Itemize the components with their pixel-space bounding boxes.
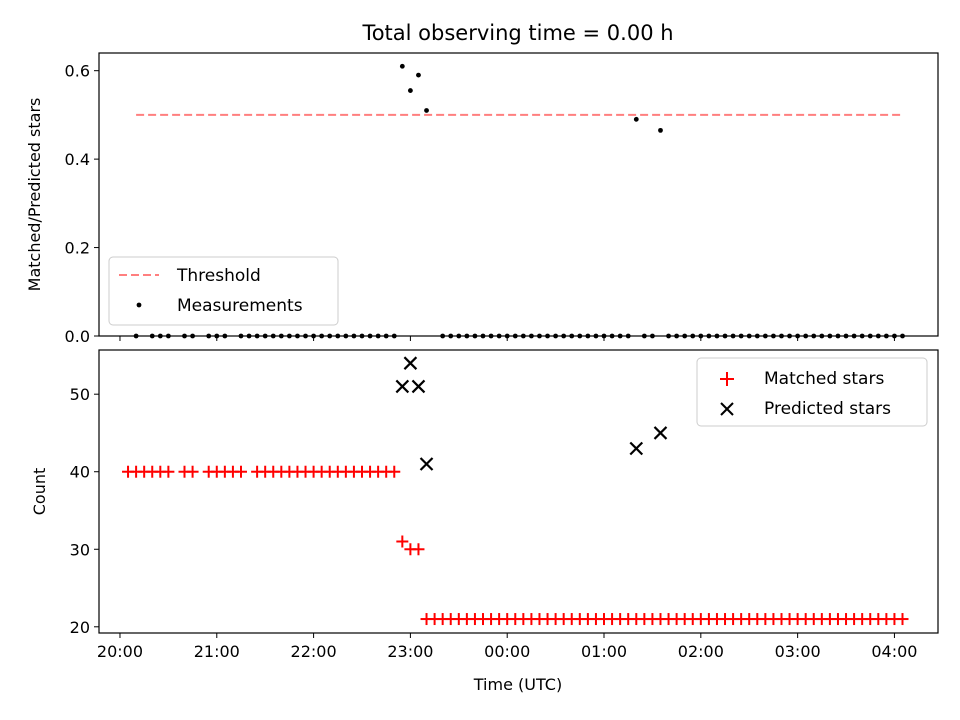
x-tick-label-8: 04:00: [871, 642, 917, 661]
legend-measurements-swatch: [136, 302, 142, 308]
x-axis-title: Time (UTC): [473, 675, 562, 694]
legend-matched-label: Matched stars: [764, 369, 884, 389]
predicted-star-point-0: [395, 379, 410, 394]
bottom-y-ticks: 20 30 40 50: [70, 385, 99, 637]
top-panel: 0.0 0.2 0.4 0.6 Matched/Predicted stars Thr…: [25, 52, 939, 346]
bottom-y-tick-label-1: 30: [70, 540, 90, 559]
bottom-y-tick-label-2: 40: [70, 463, 90, 482]
x-tick-label-0: 20:00: [97, 642, 143, 661]
measurement-point-57: [633, 116, 639, 122]
x-tick-label-5: 01:00: [581, 642, 627, 661]
top-y-tick-label-2: 0.4: [65, 150, 90, 169]
predicted-star-point-4: [629, 441, 644, 456]
measurement-point-29: [399, 63, 405, 69]
bottom-axes-frame: [98, 349, 939, 634]
top-axes-frame: [98, 52, 939, 337]
bottom-panel: 20 30 40 50 20:00 21:00 22:00 23:00 00:00 01:00 0…: [30, 349, 939, 694]
legend-predicted-swatch: [720, 402, 734, 416]
bottom-x-ticks: 20:00 21:00 22:00 23:00 00:00 01:00 02:00 03:00…: [97, 633, 917, 661]
matched-star-point-31: [396, 535, 409, 548]
matched-star-point-30: [388, 465, 401, 478]
bottom-legend-box: [696, 357, 928, 427]
predicted-star-point-5: [653, 426, 668, 440]
top-y-tick-label-3: 0.6: [65, 62, 90, 81]
top-y-tick-label-1: 0.2: [65, 239, 90, 258]
top-y-tick-label-0: 0.0: [65, 327, 90, 346]
predicted-star-point-2: [411, 379, 426, 394]
top-legend-box: [108, 256, 339, 326]
top-x-ticks: [119, 336, 895, 341]
top-legend: Threshold Measurements: [108, 256, 339, 326]
x-tick-label-2: 22:00: [291, 642, 337, 661]
x-tick-label-1: 21:00: [194, 642, 240, 661]
top-y-axis-title: Matched/Predicted stars: [25, 98, 44, 292]
matched-star-point-93: [896, 613, 909, 626]
x-tick-label-3: 23:00: [387, 642, 433, 661]
bottom-y-tick-label-0: 20: [70, 618, 90, 637]
x-tick-label-7: 03:00: [775, 642, 821, 661]
chart-title: Total observing time = 0.00 h: [361, 21, 673, 45]
top-y-ticks: 0.0 0.2 0.4 0.6: [65, 62, 99, 346]
predicted-star-point-3: [419, 457, 434, 471]
measurement-point-32: [424, 108, 429, 113]
matched-star-point-7: [186, 465, 199, 478]
legend-threshold-label: Threshold: [176, 266, 261, 286]
legend-predicted-label: Predicted stars: [764, 399, 891, 419]
matched-star-point-33: [412, 543, 425, 556]
bottom-y-tick-label-3: 50: [70, 385, 90, 404]
bottom-plot-content: [122, 356, 909, 626]
matched-star-point-5: [162, 465, 175, 478]
legend-matched-swatch: [720, 372, 734, 386]
matched-star-point-12: [234, 465, 247, 478]
bottom-y-axis-title: Count: [30, 468, 49, 516]
bottom-legend: Matched stars Predicted stars: [696, 357, 928, 427]
measurement-point-30: [407, 88, 413, 93]
measurement-point-31: [416, 72, 421, 78]
measurement-point-60: [658, 127, 663, 133]
predicted-star-point-1: [403, 356, 418, 370]
legend-measurements-label: Measurements: [177, 296, 303, 316]
x-tick-label-4: 00:00: [484, 642, 530, 661]
x-tick-label-6: 02:00: [678, 642, 724, 661]
